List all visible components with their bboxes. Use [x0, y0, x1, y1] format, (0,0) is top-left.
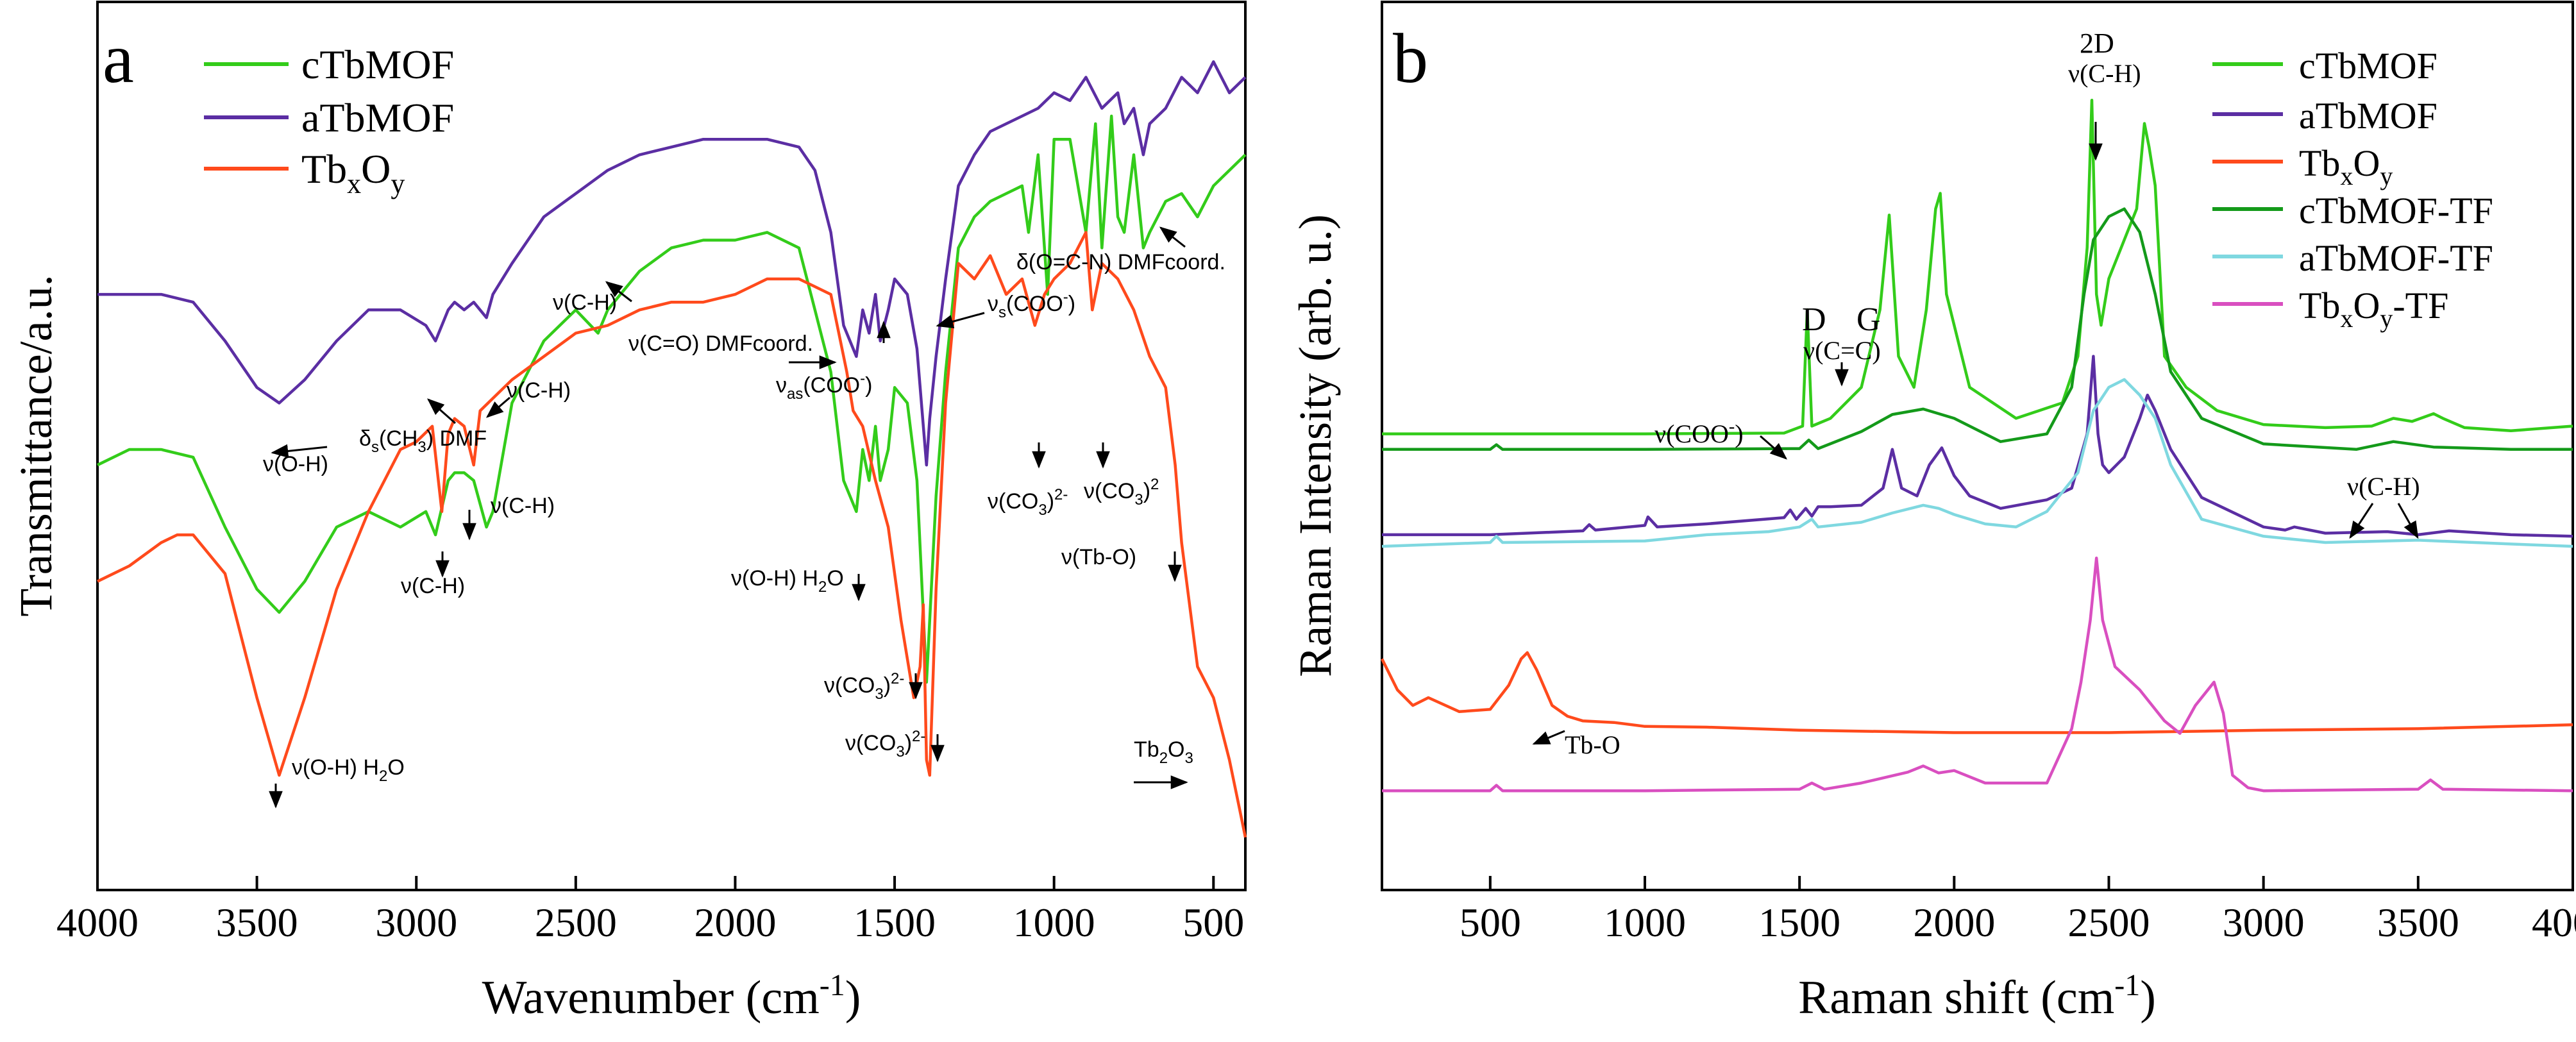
panel-b-frame — [1381, 1, 2574, 891]
annot-a-ch-2: ν(C-H) — [553, 290, 617, 315]
legend-label-atbmof: aTbMOF — [301, 95, 454, 140]
annot-a-co-dmf: ν(C=O) DMFcoord. — [628, 332, 813, 356]
panel-a-ylabel: Transmittance/a.u. — [10, 274, 62, 616]
panel-a-legend: cTbMOF aTbMOF TbxOy — [204, 42, 454, 199]
panel-b-label: b — [1393, 19, 1428, 97]
x-tick-label: 1500 — [1758, 900, 1840, 945]
annot-a-delta-ocn: δ(O=C-N) DMFcoord. — [1016, 250, 1225, 274]
series-line-tb-xo-y-tf — [1382, 556, 2573, 793]
annot-a-oh-h2o: ν(O-H) H2O — [292, 755, 405, 785]
annot-a-tbo: ν(Tb-O) — [1061, 545, 1136, 569]
annot-a-nu-s: νs(COO-) — [988, 289, 1075, 321]
series-line-ctbmof-tf — [1382, 207, 2573, 451]
annot-a-ch-4: ν(C-H) — [491, 494, 555, 518]
legend-b-label-tbxoy-tf: TbxOy-TF — [2299, 285, 2448, 333]
panel-b-xlabel-sup: -1 — [2114, 968, 2140, 1002]
annot-a-ch-3: ν(C-H) — [401, 574, 465, 598]
panel-b-xlabel: Raman shift (cm-1) — [1798, 968, 2156, 1024]
annot-b-tbo: Tb-O — [1565, 730, 1621, 759]
legend-label-ctbmof: cTbMOF — [301, 42, 454, 87]
annot-a-co3-2: ν(CO3)2- — [845, 728, 925, 760]
panel-b-series — [1380, 99, 2573, 793]
panel-b-legend: cTbMOF aTbMOF TbxOy cTbMOF-TF aTbMOF-TF … — [2212, 45, 2493, 333]
series-line-atbmof — [1382, 355, 2573, 538]
panel-a-x-axis: 4000 3500 3000 2500 2000 1500 1000 500 — [56, 876, 1244, 945]
series-line-ctbmof — [1382, 99, 2573, 435]
annot-a-ds-ch3: δs(CH3) DMF — [359, 426, 487, 456]
panel-a-label: a — [103, 19, 134, 97]
arrow-a-oh — [271, 444, 328, 458]
arrow-b-ch-2a — [2349, 503, 2374, 539]
legend-b-label-atbmof: aTbMOF — [2299, 95, 2437, 137]
x-tick-label: 3000 — [375, 900, 457, 945]
arrow-a-nu-s — [936, 312, 985, 328]
annot-b-g: G — [1856, 301, 1881, 338]
series-line-tb-xo-y — [97, 231, 1247, 838]
panel-a-xlabel: Wavenumber (cm-1) — [482, 968, 861, 1024]
x-tick-label: 1000 — [1604, 900, 1686, 945]
annot-a-tb2o3: Tb2O3 — [1134, 737, 1193, 767]
panel-a-xlabel-main: Wavenumber (cm — [482, 971, 820, 1024]
arrow-a-ch-1 — [485, 396, 510, 418]
panel-a-annotations: ν(O-H) δs(CH3) DMF ν(C-H) ν(C-H) ν(C=O) … — [263, 226, 1225, 809]
annot-b-ch-2: ν(C-H) — [2347, 472, 2420, 501]
arrow-b-ch-2b — [2397, 503, 2419, 539]
panel-a-series — [97, 60, 1247, 838]
panel-b-x-axis: 500 1000 1500 2000 2500 3000 3500 4000 — [1460, 876, 2576, 945]
arrow-b-tbo — [1532, 730, 1565, 745]
x-tick-label: 1000 — [1013, 900, 1095, 945]
legend-b-label-ctbmof-tf: cTbMOF-TF — [2299, 190, 2493, 231]
panel-b-ylabel: Raman Intensity (arb. u.) — [1290, 214, 1341, 677]
x-tick-label: 2500 — [2067, 900, 2150, 945]
panel-a-frame — [96, 1, 1247, 891]
panel-b-xlabel-main: Raman shift (cm — [1798, 971, 2114, 1024]
panel-b-annotations: ν(COO-) D G ν(C=C) 2D ν(C-H) ν(C-H) Tb-O — [1532, 28, 2420, 759]
annot-b-2d: 2D — [2080, 28, 2114, 59]
arrow-a-delta-ocn — [1159, 226, 1186, 248]
panel-b: b Raman Intensity (arb. u.) Raman shift … — [1290, 1, 2576, 1024]
series-line-atbmof — [97, 60, 1247, 467]
arrow-a-ch-2 — [605, 281, 632, 303]
annot-b-ch: ν(C-H) — [2068, 59, 2141, 88]
annot-a-oh-h2o-2: ν(O-H) H2O — [731, 566, 844, 596]
x-tick-label: 3500 — [2377, 900, 2459, 945]
annot-b-d: D — [1802, 301, 1826, 338]
panel-a: a Transmittance/a.u. Wavenumber (cm-1) 4… — [10, 1, 1247, 1024]
series-line-tb-xo-y — [1380, 651, 2573, 734]
series-line-atbmof-tf — [1381, 378, 2573, 548]
x-tick-label: 2000 — [694, 900, 776, 945]
x-tick-label: 4000 — [56, 900, 139, 945]
x-tick-label: 3500 — [216, 900, 298, 945]
x-tick-label: 4000 — [2532, 900, 2576, 945]
arrow-b-coo — [1760, 435, 1788, 460]
annot-b-cc: ν(C=C) — [1803, 336, 1881, 365]
annot-a-nu-as: νas(COO-) — [776, 370, 872, 403]
legend-label-tbxoy: TbxOy — [301, 146, 405, 199]
x-tick-label: 500 — [1183, 900, 1244, 945]
x-tick-label: 2000 — [1913, 900, 1995, 945]
series-line-ctbmof — [97, 114, 1247, 684]
annot-a-co3-1: ν(CO3)2- — [824, 670, 904, 703]
annot-a-ch-1: ν(C-H) — [507, 378, 571, 403]
arrow-a-ds-ch3 — [426, 398, 456, 424]
x-tick-label: 1500 — [854, 900, 936, 945]
annot-b-coo: ν(COO-) — [1654, 417, 1744, 448]
x-tick-label: 500 — [1460, 900, 1521, 945]
panel-b-xlabel-tail: ) — [2140, 971, 2156, 1024]
annot-a-oh: ν(O-H) — [263, 452, 328, 476]
panel-a-xlabel-tail: ) — [845, 971, 861, 1024]
panel-a-xlabel-sup: -1 — [820, 968, 845, 1002]
legend-b-label-tbxoy: TbxOy — [2299, 142, 2393, 190]
annot-a-co3-4: ν(CO3)2 — [1084, 476, 1159, 508]
annot-a-co3-3: ν(CO3)2- — [988, 486, 1068, 519]
legend-b-label-atbmof-tf: aTbMOF-TF — [2299, 237, 2493, 279]
x-tick-label: 2500 — [535, 900, 617, 945]
legend-b-label-ctbmof: cTbMOF — [2299, 45, 2437, 87]
x-tick-label: 3000 — [2223, 900, 2305, 945]
